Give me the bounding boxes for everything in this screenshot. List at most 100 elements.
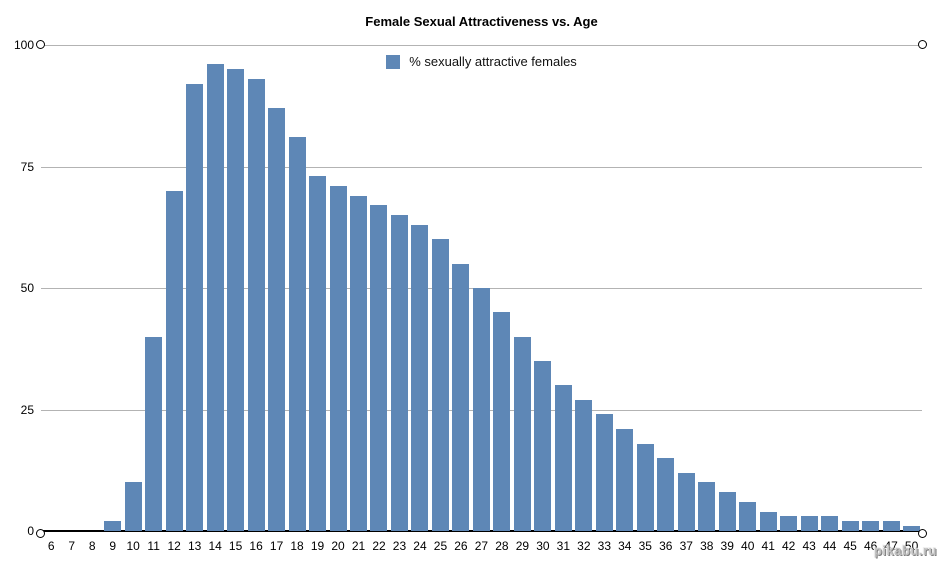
bar-age-24 bbox=[411, 224, 429, 531]
gridline-0 bbox=[41, 530, 922, 532]
x-axis-label: 38 bbox=[700, 539, 714, 553]
legend-swatch-icon bbox=[386, 54, 401, 69]
bar-age-15 bbox=[227, 69, 245, 531]
x-axis-label: 16 bbox=[249, 539, 263, 553]
bar-age-46 bbox=[862, 521, 880, 531]
x-axis-label: 37 bbox=[679, 539, 693, 553]
bar-slot bbox=[430, 45, 450, 531]
bar-slot bbox=[471, 45, 491, 531]
x-axis-label: 25 bbox=[433, 539, 448, 553]
bar-age-21 bbox=[350, 195, 367, 531]
bar-age-23 bbox=[390, 215, 408, 531]
bar-slot bbox=[369, 45, 389, 531]
x-axis-label: 7 bbox=[68, 539, 76, 553]
bar-slot bbox=[164, 45, 184, 531]
bar-slot bbox=[328, 45, 348, 531]
bar-slot bbox=[246, 45, 266, 531]
bar-slot bbox=[778, 45, 798, 531]
x-axis-label: 41 bbox=[761, 539, 775, 553]
x-axis-label: 26 bbox=[454, 539, 468, 553]
x-axis-label: 15 bbox=[228, 539, 243, 553]
bar-slot bbox=[102, 45, 122, 531]
bar-slot bbox=[697, 45, 717, 531]
x-axis-label: 23 bbox=[392, 539, 407, 553]
x-axis-label: 10 bbox=[126, 539, 140, 553]
y-axis-label: 75 bbox=[20, 159, 34, 174]
bar-slot bbox=[860, 45, 880, 531]
bar-age-20 bbox=[329, 185, 347, 531]
bar-slot bbox=[635, 45, 655, 531]
bar-age-50 bbox=[903, 526, 921, 531]
x-axis-label: 36 bbox=[659, 539, 673, 553]
bar-slot bbox=[533, 45, 553, 531]
bar-slot bbox=[143, 45, 163, 531]
bar-age-22 bbox=[370, 205, 388, 531]
bar-slot bbox=[184, 45, 204, 531]
x-axis-label: 9 bbox=[109, 539, 117, 553]
x-axis-label: 31 bbox=[556, 539, 571, 553]
bar-age-34 bbox=[616, 428, 634, 531]
watermark: pikabu.ru bbox=[873, 543, 937, 558]
bar-age-28 bbox=[493, 312, 511, 531]
bar-age-43 bbox=[800, 516, 818, 531]
gridline-75 bbox=[41, 166, 922, 168]
bar-age-26 bbox=[452, 263, 470, 531]
bar-slot bbox=[840, 45, 860, 531]
bar-slot bbox=[123, 45, 143, 531]
bar-age-10 bbox=[124, 482, 142, 531]
x-axis-label: 30 bbox=[536, 539, 550, 553]
bar-age-45 bbox=[841, 521, 859, 531]
bar-age-14 bbox=[206, 64, 224, 531]
x-axis-label: 6 bbox=[47, 539, 55, 553]
bar-age-19 bbox=[309, 176, 327, 531]
x-axis-label: 12 bbox=[167, 539, 181, 553]
bar-age-27 bbox=[472, 288, 490, 531]
bar-slot bbox=[901, 45, 921, 531]
x-axis-label: 27 bbox=[474, 539, 489, 553]
x-axis-label: 35 bbox=[638, 539, 652, 553]
y-axis-label: 25 bbox=[20, 402, 34, 417]
bar-age-9 bbox=[104, 521, 122, 531]
y-axis-label: 0 bbox=[27, 524, 34, 538]
bar-slot bbox=[225, 45, 245, 531]
bar-slot bbox=[717, 45, 737, 531]
bar-age-44 bbox=[821, 516, 839, 531]
bar-age-36 bbox=[657, 458, 675, 531]
bar-slot bbox=[553, 45, 573, 531]
bar-slot bbox=[594, 45, 614, 531]
bar-age-35 bbox=[636, 443, 654, 531]
x-axis-label: 11 bbox=[147, 539, 160, 553]
bar-slot bbox=[492, 45, 512, 531]
x-axis-label: 20 bbox=[331, 539, 345, 553]
x-axis-label: 42 bbox=[782, 539, 796, 553]
x-axis-label: 34 bbox=[618, 539, 632, 553]
bar-slot bbox=[410, 45, 430, 531]
x-axis-label: 21 bbox=[351, 539, 366, 553]
gridline-100 bbox=[41, 45, 922, 46]
bar-age-12 bbox=[165, 190, 183, 531]
bar-slot bbox=[451, 45, 471, 531]
bar-slot bbox=[615, 45, 635, 531]
x-axis-label: 47 bbox=[884, 539, 898, 553]
legend: % sexually attractive females bbox=[41, 54, 922, 69]
bar-slot bbox=[881, 45, 901, 531]
bar-slot bbox=[348, 45, 368, 531]
x-axis-label: 18 bbox=[290, 539, 304, 553]
bar-age-38 bbox=[698, 482, 716, 531]
bar-age-37 bbox=[677, 472, 695, 531]
bar-slot bbox=[676, 45, 696, 531]
x-axis-label: 46 bbox=[863, 539, 878, 553]
bar-age-41 bbox=[759, 511, 777, 531]
bar-age-40 bbox=[739, 501, 757, 531]
bar-slot bbox=[512, 45, 532, 531]
bar-age-39 bbox=[718, 492, 736, 531]
bar-age-18 bbox=[288, 137, 306, 531]
bar-slot bbox=[205, 45, 225, 531]
x-axis-label: 19 bbox=[310, 539, 325, 553]
x-axis-label: 33 bbox=[597, 539, 611, 553]
bars-area bbox=[41, 45, 922, 531]
bar-age-42 bbox=[780, 516, 798, 531]
bar-age-33 bbox=[595, 414, 613, 531]
x-axis-label: 14 bbox=[208, 539, 222, 553]
